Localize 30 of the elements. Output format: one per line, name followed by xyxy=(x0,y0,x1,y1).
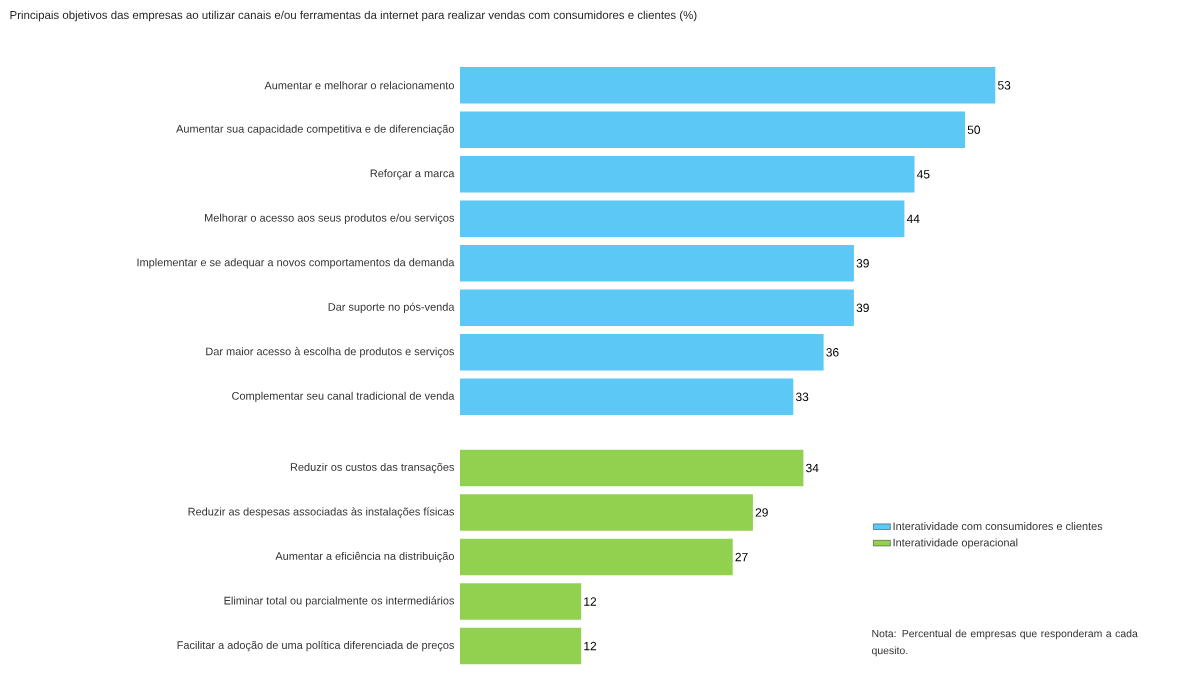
data-label: 39 xyxy=(856,303,869,313)
y-tick-label: Dar maior acesso à escolha de produtos e serviços xyxy=(206,347,455,358)
y-tick-label: Aumentar e melhorar o relacionamento xyxy=(264,81,454,90)
y-tick-label: Reduzir os custos das transações xyxy=(290,462,455,474)
data-label: 44 xyxy=(906,214,920,223)
legend-label: Interatividade com consumidores e clientes xyxy=(893,522,1103,531)
y-tick-label: Eliminar total ou parcialmente os intermediários xyxy=(224,596,455,607)
y-tick-label: Melhorar o acesso aos seus produtos e/ou serviços xyxy=(205,213,455,224)
y-tick-label: Reforçar a marca xyxy=(370,169,455,180)
y-tick-label: Dar suporte no pós-venda xyxy=(328,302,455,313)
data-label: 50 xyxy=(967,125,981,135)
legend-label: Interatividade operacional xyxy=(893,538,1018,549)
data-label: 53 xyxy=(997,81,1011,90)
y-tick-label: Facilitar a adoção de uma política diferenciada de preços xyxy=(177,640,455,652)
data-label: 45 xyxy=(916,170,930,179)
data-label: 12 xyxy=(584,597,597,606)
data-label: 36 xyxy=(826,348,839,357)
data-label: 27 xyxy=(735,552,748,562)
data-label: 34 xyxy=(806,463,819,473)
text: Principais objetivos das empresas ao utilizar canais e/ou ferramentas da internet para realizar vendas com consumidores e clientes (%) xyxy=(10,10,697,22)
data-label: 39 xyxy=(856,259,869,268)
y-tick-label: Aumentar sua capacidade competitiva e de diferenciação xyxy=(176,124,454,135)
y-tick-label: Implementar e se adequar a novos comportamentos da demanda xyxy=(137,258,455,269)
y-tick-label: Aumentar a eficiência na distribuição xyxy=(275,551,454,563)
y-tick-label: Reduzir as despesas associadas às instalações físicas xyxy=(188,507,455,518)
annotation: Nota: Percentual de empresas que responderam a cada quesito. xyxy=(871,629,1138,657)
data-label: 33 xyxy=(795,392,809,402)
data-label: 29 xyxy=(755,508,768,517)
data-label: 12 xyxy=(584,641,597,651)
y-tick-label: Complementar seu canal tradicional de venda xyxy=(232,391,455,402)
